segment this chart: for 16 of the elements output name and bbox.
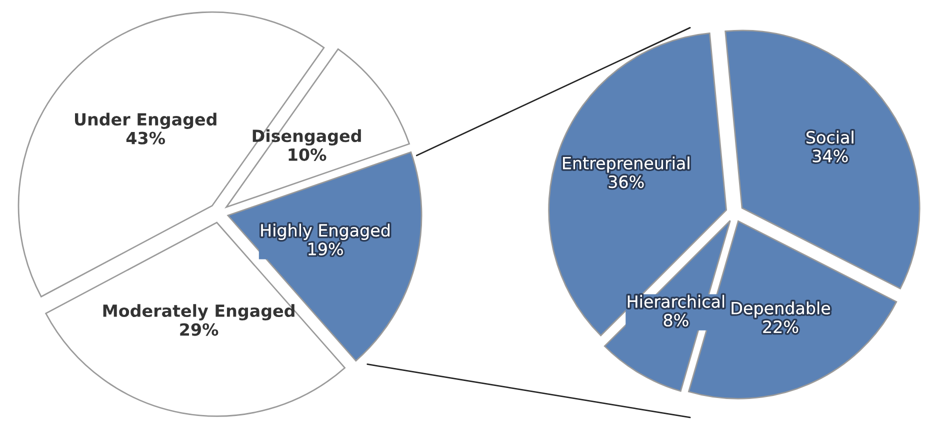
data-label: 19% bbox=[308, 242, 343, 256]
slice-label: Social bbox=[806, 130, 854, 144]
data-label: 8% bbox=[664, 314, 688, 326]
slice-label: Under Engaged bbox=[75, 112, 216, 129]
slice-label: Highly Engaged bbox=[261, 224, 390, 240]
data-label: 29% bbox=[180, 323, 218, 336]
slice-label: Dependable bbox=[732, 302, 830, 318]
slice-label: Hierarchical bbox=[628, 294, 724, 308]
data-label: 22% bbox=[763, 320, 798, 334]
slice-label: Entrepreneurial bbox=[563, 156, 690, 173]
data-label: 34% bbox=[812, 150, 848, 162]
data-label: 10% bbox=[288, 148, 326, 161]
data-label: 43% bbox=[126, 132, 166, 144]
slice-label: Moderately Engaged bbox=[103, 304, 294, 320]
slice-label: Disengaged bbox=[252, 129, 361, 146]
data-label: 36% bbox=[608, 175, 644, 188]
